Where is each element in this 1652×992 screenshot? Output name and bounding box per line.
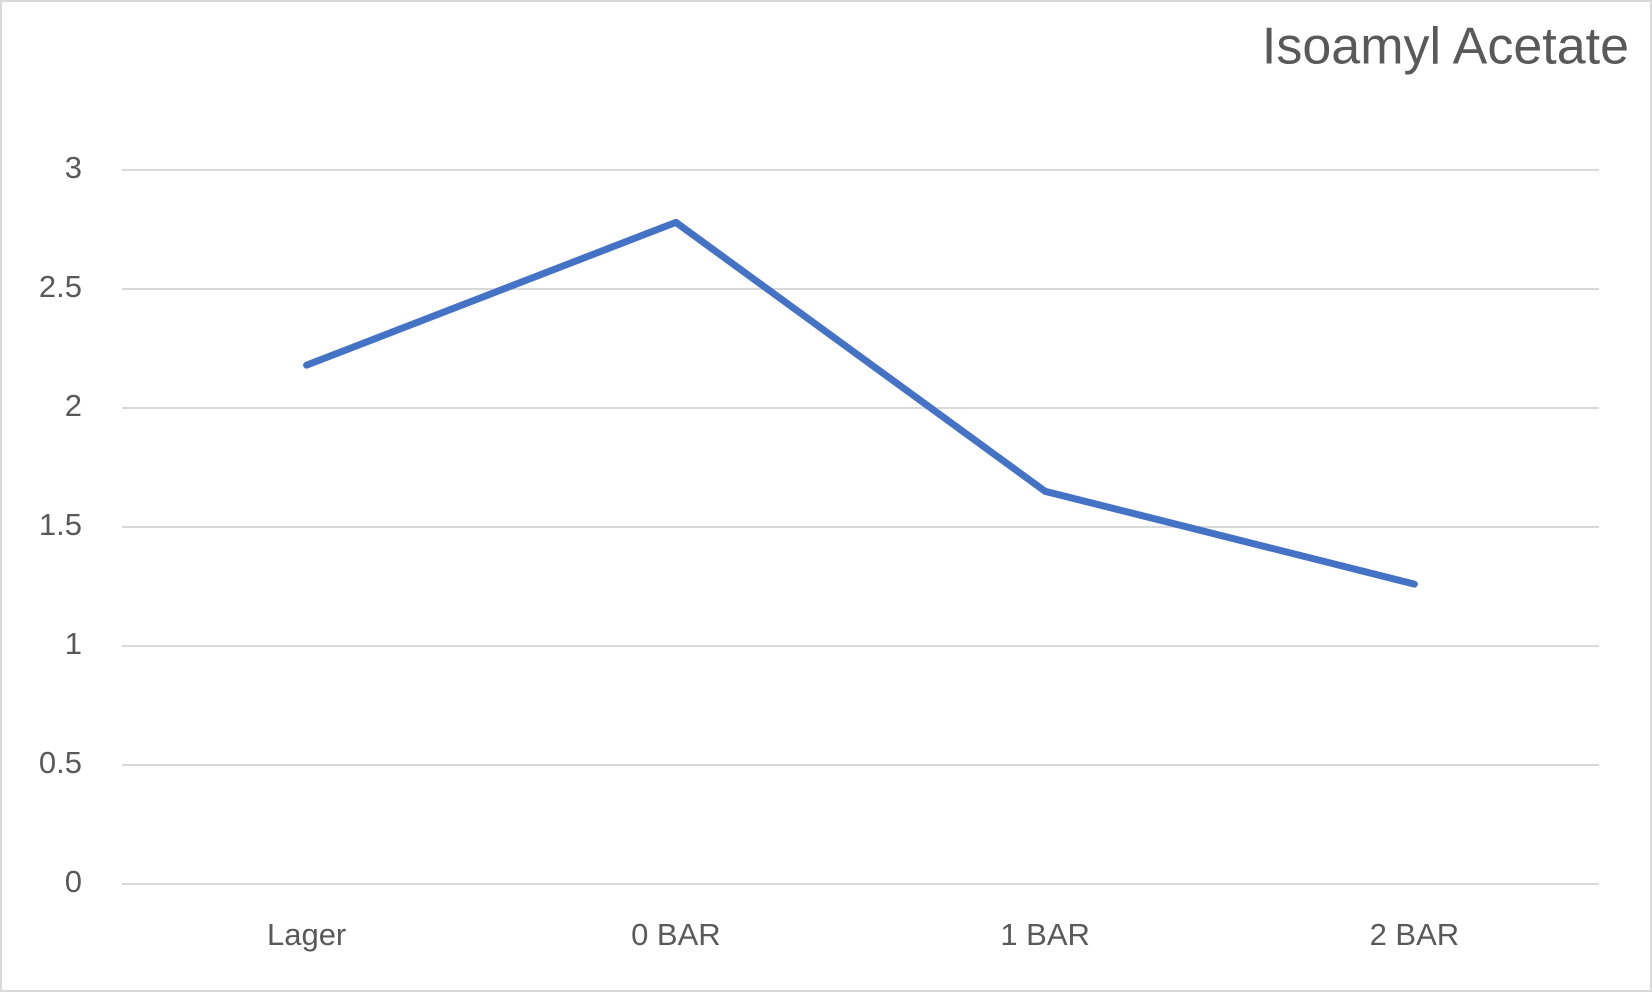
chart-title: Isoamyl Acetate — [1262, 18, 1629, 76]
x-tick-label: Lager — [267, 917, 346, 952]
data-line — [303, 218, 1418, 588]
x-tick-label: 0 BAR — [631, 917, 721, 952]
y-tick-label: 1 — [65, 626, 82, 661]
x-tick-label: 2 BAR — [1370, 917, 1460, 952]
y-tick-label: 2 — [65, 388, 82, 423]
y-tick-label: 0.5 — [39, 745, 82, 780]
y-tick-label: 2.5 — [39, 269, 82, 304]
y-tick-label: 1.5 — [39, 507, 82, 542]
y-tick-label: 3 — [65, 150, 82, 185]
y-tick-label: 0 — [65, 864, 82, 899]
x-tick-label: 1 BAR — [1000, 917, 1090, 952]
